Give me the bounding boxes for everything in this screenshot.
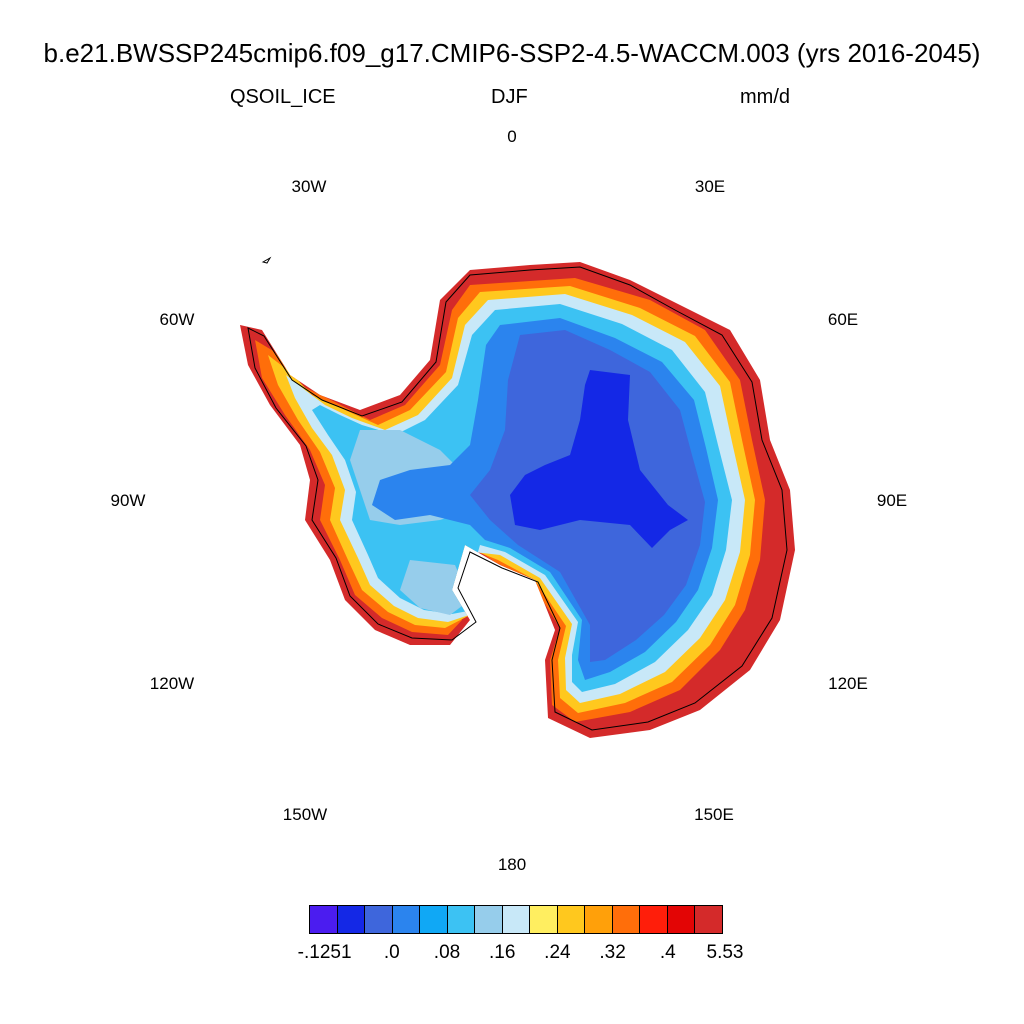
lon-label-150w: 150W	[283, 805, 327, 824]
colorbar-label-7: 5.53	[706, 942, 744, 963]
lon-label-60w: 60W	[160, 310, 195, 329]
colorbar	[309, 905, 723, 934]
colorbar-label-5: .32	[599, 942, 626, 963]
plot-title: b.e21.BWSSP245cmip6.f09_g17.CMIP6-SSP2-4…	[43, 38, 981, 68]
colorbar-box-14	[695, 906, 722, 933]
colorbar-box-1	[337, 906, 366, 933]
colorbar-box-9	[557, 906, 586, 933]
variable-label: QSOIL_ICE	[230, 86, 336, 108]
colorbar-box-10	[585, 906, 613, 933]
colorbar-box-3	[392, 906, 421, 933]
season-label: DJF	[491, 86, 528, 108]
longitude-labels: 0 30E 60E 90E 120E 150E 180 150W 120W 90…	[111, 127, 908, 874]
lon-label-0: 0	[507, 127, 516, 146]
colorbar-box-5	[447, 906, 476, 933]
colorbar-box-0	[310, 906, 338, 933]
colorbar-label-2: .08	[433, 942, 461, 963]
lon-label-150e: 150E	[694, 805, 734, 824]
lon-label-120e: 120E	[828, 674, 868, 693]
colorbar-box-6	[475, 906, 503, 933]
lon-label-180: 180	[498, 855, 526, 874]
colorbar-box-12	[640, 906, 668, 933]
lon-label-90w: 90W	[111, 491, 146, 510]
colorbar-box-8	[530, 906, 558, 933]
lon-label-90e: 90E	[877, 491, 907, 510]
colorbar-label-0: -.1251	[297, 942, 352, 963]
colorbar-label-4: .24	[544, 942, 571, 963]
lon-label-30e: 30E	[695, 177, 725, 196]
lon-label-120w: 120W	[150, 674, 194, 693]
antarctica-field	[240, 262, 795, 738]
colorbar-label-6: .4	[659, 942, 676, 963]
colorbar-box-13	[667, 906, 696, 933]
colorbar-box-4	[420, 906, 448, 933]
island-outline	[261, 256, 272, 264]
colorbar-box-7	[502, 906, 531, 933]
coastline	[247, 266, 788, 731]
colorbar-box-2	[365, 906, 393, 933]
units-label: mm/d	[740, 86, 790, 108]
lon-label-30w: 30W	[292, 177, 327, 196]
colorbar-label-3: .16	[488, 942, 516, 963]
lon-label-60e: 60E	[828, 310, 858, 329]
colorbar-box-11	[612, 906, 641, 933]
colorbar-label-1: .0	[383, 942, 400, 963]
